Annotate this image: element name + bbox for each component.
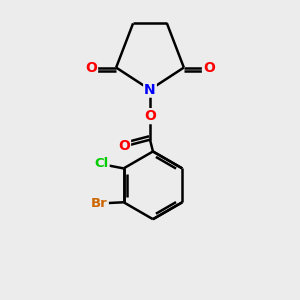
Text: O: O: [203, 61, 215, 75]
Text: Br: Br: [91, 197, 108, 210]
Text: O: O: [85, 61, 97, 75]
Text: O: O: [118, 140, 130, 154]
Text: Cl: Cl: [94, 158, 109, 170]
Text: N: N: [144, 82, 156, 97]
Text: O: O: [144, 109, 156, 123]
